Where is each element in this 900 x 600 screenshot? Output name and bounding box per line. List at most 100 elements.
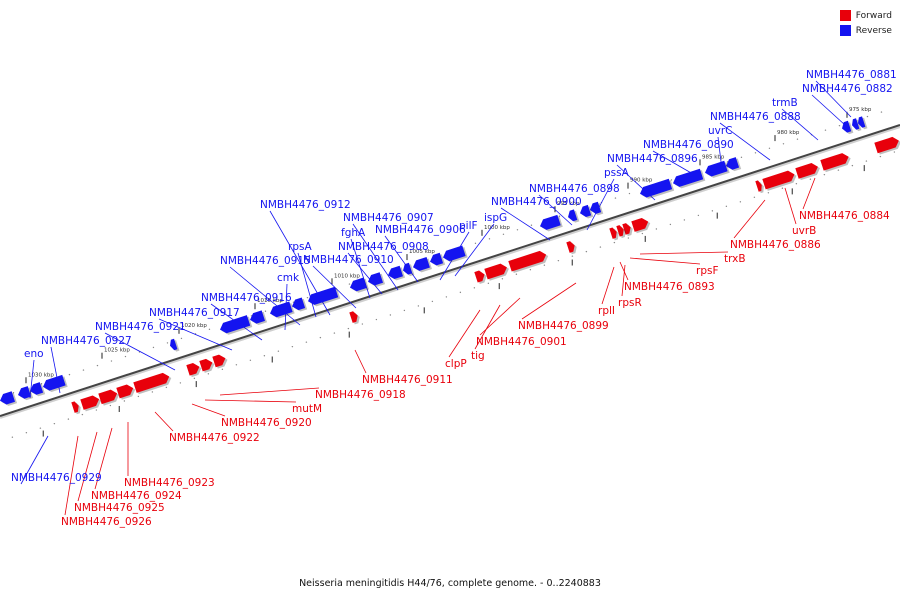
reverse-gene-shape[interactable] [724, 157, 740, 171]
forward-gene-feature[interactable] [508, 249, 550, 274]
reverse-gene-feature[interactable] [41, 374, 68, 394]
gene-label-nmbh4476_0886[interactable]: NMBH4476_0886 [730, 239, 821, 251]
forward-gene-shape[interactable] [622, 222, 632, 235]
reverse-gene-shape[interactable] [386, 265, 404, 281]
forward-gene-shape[interactable] [199, 357, 214, 372]
gene-label-nmbh4476_0893[interactable]: NMBH4476_0893 [624, 281, 715, 293]
reverse-gene-feature[interactable] [28, 382, 46, 399]
gene-label-nmbh4476_0922[interactable]: NMBH4476_0922 [169, 432, 260, 444]
forward-gene-shape[interactable] [186, 361, 201, 376]
reverse-gene-feature[interactable] [168, 338, 180, 353]
forward-gene-shape[interactable] [80, 394, 101, 410]
gene-label-nmbh4476_0907[interactable]: NMBH4476_0907 [343, 212, 434, 224]
reverse-gene-feature[interactable] [16, 386, 34, 403]
reverse-gene-feature[interactable] [386, 265, 406, 282]
gene-label-eno[interactable]: eno [24, 348, 44, 360]
forward-gene-feature[interactable] [484, 262, 510, 282]
gene-label-nmbh4476_0918[interactable]: NMBH4476_0918 [315, 389, 406, 401]
gene-label-fgha[interactable]: fghA [341, 227, 366, 239]
reverse-gene-feature[interactable] [566, 209, 580, 224]
reverse-gene-feature[interactable] [850, 118, 862, 133]
gene-label-nmbh4476_0896[interactable]: NMBH4476_0896 [607, 153, 698, 165]
reverse-gene-feature[interactable] [703, 160, 730, 180]
reverse-gene-shape[interactable] [290, 297, 306, 311]
reverse-gene-feature[interactable] [538, 214, 563, 233]
forward-gene-feature[interactable] [820, 151, 852, 173]
gene-label-pilf[interactable]: pilF [459, 220, 478, 232]
forward-gene-feature[interactable] [874, 135, 900, 155]
reverse-gene-feature[interactable] [290, 297, 308, 314]
reverse-gene-feature[interactable] [0, 391, 18, 408]
reverse-gene-shape[interactable] [306, 286, 339, 307]
reverse-gene-feature[interactable] [578, 204, 594, 220]
gene-label-nmbh4476_0927[interactable]: NMBH4476_0927 [41, 335, 132, 347]
forward-gene-shape[interactable] [349, 310, 359, 323]
forward-gene-feature[interactable] [631, 216, 652, 234]
gene-label-nmbh4476_0926[interactable]: NMBH4476_0926 [61, 516, 152, 528]
forward-gene-shape[interactable] [795, 161, 819, 179]
forward-gene-shape[interactable] [609, 227, 618, 239]
gene-label-cmk[interactable]: cmk [277, 272, 300, 284]
reverse-gene-feature[interactable] [840, 120, 854, 135]
reverse-gene-shape[interactable] [638, 178, 673, 199]
forward-gene-shape[interactable] [631, 216, 650, 232]
forward-gene-shape[interactable] [133, 371, 171, 393]
reverse-gene-feature[interactable] [428, 252, 446, 269]
forward-gene-shape[interactable] [755, 180, 763, 192]
gene-label-rpsr[interactable]: rpsR [618, 297, 642, 309]
reverse-gene-shape[interactable] [428, 252, 444, 267]
forward-gene-shape[interactable] [98, 388, 119, 405]
gene-label-nmbh4476_0900[interactable]: NMBH4476_0900 [491, 196, 582, 208]
forward-gene-shape[interactable] [484, 262, 508, 280]
reverse-gene-shape[interactable] [840, 120, 852, 134]
forward-gene-feature[interactable] [349, 310, 361, 325]
forward-gene-shape[interactable] [762, 169, 796, 190]
forward-gene-feature[interactable] [795, 161, 821, 181]
reverse-gene-shape[interactable] [588, 201, 602, 216]
reverse-gene-feature[interactable] [401, 262, 415, 277]
reverse-gene-feature[interactable] [348, 277, 369, 295]
gene-label-nmbh4476_0924[interactable]: NMBH4476_0924 [91, 490, 182, 502]
reverse-gene-shape[interactable] [538, 214, 561, 232]
reverse-gene-shape[interactable] [856, 116, 866, 128]
gene-label-tig[interactable]: tig [471, 350, 485, 362]
gene-label-trxb[interactable]: trxB [724, 253, 746, 265]
gene-label-nmbh4476_0917[interactable]: NMBH4476_0917 [149, 307, 240, 319]
forward-gene-shape[interactable] [820, 152, 850, 171]
forward-gene-feature[interactable] [186, 361, 203, 378]
reverse-gene-feature[interactable] [724, 157, 742, 174]
forward-gene-shape[interactable] [71, 401, 80, 413]
reverse-gene-shape[interactable] [850, 118, 860, 130]
gene-label-uvrc[interactable]: uvrC [708, 125, 733, 137]
reverse-gene-feature[interactable] [411, 257, 432, 275]
forward-gene-shape[interactable] [212, 353, 227, 368]
reverse-gene-shape[interactable] [366, 272, 384, 287]
forward-gene-feature[interactable] [762, 169, 798, 192]
gene-label-nmbh4476_0915[interactable]: NMBH4476_0915 [220, 255, 311, 267]
gene-label-nmbh4476_0908[interactable]: NMBH4476_0908 [338, 241, 429, 253]
gene-label-clpp[interactable]: clpP [445, 358, 467, 370]
gene-label-nmbh4476_0920[interactable]: NMBH4476_0920 [221, 417, 312, 429]
reverse-gene-shape[interactable] [28, 382, 44, 396]
forward-gene-shape[interactable] [508, 249, 548, 272]
gene-label-rpli[interactable]: rplI [598, 305, 615, 317]
reverse-gene-feature[interactable] [248, 310, 268, 327]
forward-gene-feature[interactable] [133, 371, 173, 395]
gene-label-nmbh4476_0898[interactable]: NMBH4476_0898 [529, 183, 620, 195]
reverse-gene-shape[interactable] [0, 391, 16, 406]
gene-label-nmbh4476_0911[interactable]: NMBH4476_0911 [362, 374, 453, 386]
forward-gene-feature[interactable] [80, 393, 103, 412]
gene-label-trmb[interactable]: trmB [772, 97, 798, 109]
reverse-gene-feature[interactable] [306, 286, 341, 308]
forward-gene-shape[interactable] [566, 240, 576, 253]
forward-gene-feature[interactable] [98, 388, 121, 406]
gene-label-nmbh4476_0929[interactable]: NMBH4476_0929 [11, 472, 102, 484]
reverse-gene-feature[interactable] [638, 178, 675, 201]
reverse-gene-feature[interactable] [856, 116, 868, 131]
forward-gene-feature[interactable] [474, 269, 488, 285]
gene-label-ispg[interactable]: ispG [484, 212, 507, 224]
reverse-gene-feature[interactable] [671, 168, 706, 190]
forward-gene-feature[interactable] [116, 382, 137, 400]
reverse-gene-feature[interactable] [588, 201, 604, 217]
gene-label-nmbh4476_0925[interactable]: NMBH4476_0925 [74, 502, 165, 514]
